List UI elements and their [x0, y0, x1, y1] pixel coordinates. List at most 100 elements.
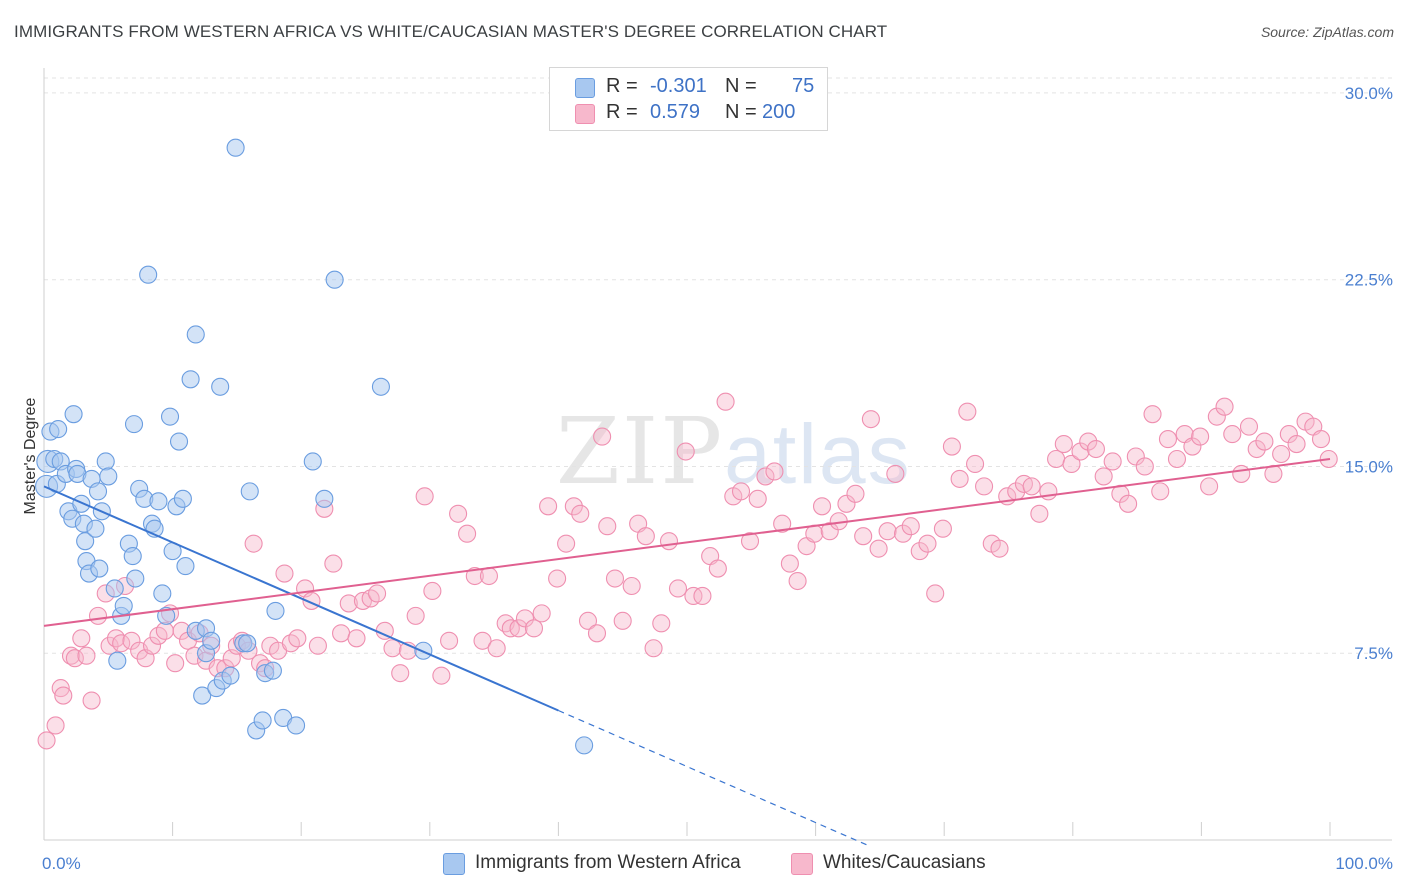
point-whites-3 [54, 686, 73, 705]
point-whites-120 [893, 524, 913, 543]
point-whites-123 [918, 534, 937, 553]
x-tick-label-0: 0.0% [42, 854, 81, 873]
point-western-africa-44 [169, 432, 189, 451]
point-western-africa-45 [173, 489, 192, 508]
point-whites-143 [1079, 432, 1098, 451]
point-whites-95 [693, 586, 712, 606]
point-whites-136 [1022, 477, 1041, 496]
point-whites-7 [77, 646, 96, 665]
point-whites-91 [659, 532, 679, 551]
point-western-africa-28 [114, 596, 133, 615]
point-whites-110 [812, 497, 832, 516]
trendline-western-africa-extension [558, 709, 868, 846]
point-whites-158 [1200, 477, 1219, 496]
point-whites-74 [532, 604, 551, 623]
point-western-africa-38 [149, 492, 168, 511]
legend-r-value: -0.301 [650, 75, 707, 97]
point-whites-84 [605, 569, 625, 588]
point-whites-101 [740, 532, 760, 551]
point-whites-82 [593, 427, 612, 446]
point-western-africa-5 [49, 420, 68, 439]
point-whites-118 [878, 522, 897, 541]
point-western-africa-10 [64, 405, 83, 424]
point-whites-75 [539, 497, 558, 516]
point-whites-49 [339, 594, 358, 613]
point-whites-78 [564, 497, 583, 516]
point-whites-161 [1223, 425, 1242, 444]
point-whites-104 [765, 462, 784, 481]
point-whites-113 [837, 494, 856, 513]
point-whites-115 [854, 527, 873, 546]
point-whites-130 [975, 477, 994, 496]
legend-r-label: R = [606, 75, 638, 97]
point-western-africa-65 [263, 661, 282, 680]
point-whites-100 [731, 482, 751, 501]
point-whites-81 [587, 624, 607, 643]
point-western-africa-30 [123, 547, 142, 566]
point-whites-64 [458, 524, 477, 543]
y-tick-label-1: 15.0% [1345, 457, 1393, 476]
point-whites-151 [1143, 405, 1162, 424]
point-whites-105 [773, 514, 792, 533]
point-whites-169 [1287, 434, 1306, 454]
point-whites-56 [391, 664, 410, 683]
point-whites-144 [1086, 439, 1105, 459]
point-western-africa-25 [105, 579, 124, 598]
x-tick-label-1: 100.0% [1335, 854, 1393, 873]
point-whites-65 [465, 566, 484, 586]
point-western-africa-31 [124, 415, 144, 434]
bottom-legend-label: Immigrants from Western Africa [475, 852, 741, 873]
point-western-africa-41 [160, 407, 180, 426]
point-western-africa-71 [325, 270, 344, 289]
point-whites-121 [901, 517, 920, 536]
point-whites-129 [966, 454, 985, 474]
point-whites-53 [368, 584, 387, 603]
point-whites-93 [676, 442, 695, 461]
point-western-africa-32 [126, 569, 145, 588]
point-western-africa-13 [72, 494, 91, 513]
point-whites-107 [788, 571, 807, 591]
point-whites-11 [100, 636, 119, 655]
y-tick-label-0: 7.5% [1354, 644, 1393, 663]
y-tick-label-2: 22.5% [1345, 271, 1393, 290]
point-whites-139 [1047, 449, 1066, 469]
point-whites-8 [82, 691, 101, 710]
point-whites-165 [1255, 432, 1274, 451]
point-whites-58 [406, 606, 425, 625]
point-whites-154 [1167, 449, 1187, 469]
point-whites-156 [1183, 437, 1202, 456]
point-western-africa-40 [157, 606, 176, 625]
point-whites-116 [861, 410, 880, 429]
point-whites-71 [509, 619, 528, 638]
point-whites-35 [244, 534, 263, 553]
bottom-legend-swatch-pink [791, 853, 813, 875]
point-whites-79 [571, 504, 590, 523]
point-whites-76 [548, 569, 567, 588]
point-whites-85 [613, 611, 632, 630]
point-whites-109 [805, 524, 824, 543]
point-whites-68 [487, 639, 506, 658]
legend-row-western-africa: R = -0.301 N = 75 [550, 75, 827, 101]
point-whites-125 [933, 519, 952, 538]
point-whites-62 [440, 631, 459, 650]
point-whites-89 [644, 639, 663, 658]
point-whites-153 [1158, 430, 1178, 449]
source-label: Source: ZipAtlas.com [1260, 24, 1394, 40]
point-whites-77 [557, 534, 576, 553]
point-whites-102 [748, 489, 767, 508]
point-whites-80 [578, 611, 598, 630]
legend-r-value: 0.579 [650, 101, 701, 123]
point-western-africa-39 [153, 584, 172, 603]
point-whites-146 [1103, 452, 1122, 471]
trendline-whites [43, 457, 1331, 627]
point-whites-42 [288, 629, 307, 648]
point-whites-148 [1119, 494, 1138, 513]
point-whites-106 [780, 554, 799, 573]
point-whites-164 [1247, 439, 1266, 459]
point-whites-50 [347, 629, 366, 648]
point-western-africa-58 [226, 138, 245, 157]
point-whites-138 [1039, 482, 1058, 501]
point-whites-162 [1232, 464, 1251, 483]
point-western-africa-55 [211, 377, 230, 396]
